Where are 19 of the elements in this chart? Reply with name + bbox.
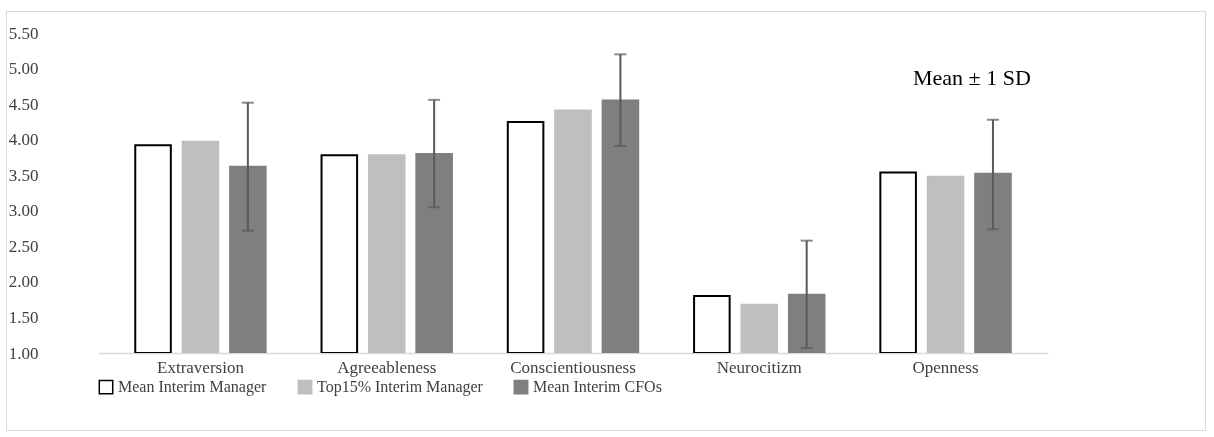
- x-tick-label: Neurocitizm: [716, 357, 802, 377]
- y-tick-label: 1.00: [8, 343, 39, 363]
- legend-label: Mean Interim CFOs: [533, 378, 662, 396]
- legend-label: Top15% Interim Manager: [317, 378, 484, 397]
- y-tick-label: 2.50: [8, 236, 39, 256]
- y-tick-label: 5.00: [8, 59, 39, 79]
- x-tick-label: Openness: [912, 357, 979, 377]
- annotation: Mean ± 1 SD: [913, 65, 1031, 90]
- x-tick-label: Agreeableness: [337, 357, 437, 377]
- x-tick-label: Conscientiousness: [510, 357, 636, 377]
- y-tick-label: 3.50: [8, 165, 39, 185]
- y-tick-label: 3.00: [8, 201, 39, 221]
- legend-label: Mean Interim Manager: [118, 378, 268, 397]
- y-tick-label: 1.50: [8, 307, 39, 327]
- y-tick-label: 5.50: [8, 23, 39, 43]
- y-tick-label: 4.00: [8, 130, 39, 150]
- y-tick-label: 2.00: [8, 272, 39, 292]
- y-tick-label: 4.50: [8, 94, 39, 114]
- x-tick-label: Extraversion: [157, 357, 245, 377]
